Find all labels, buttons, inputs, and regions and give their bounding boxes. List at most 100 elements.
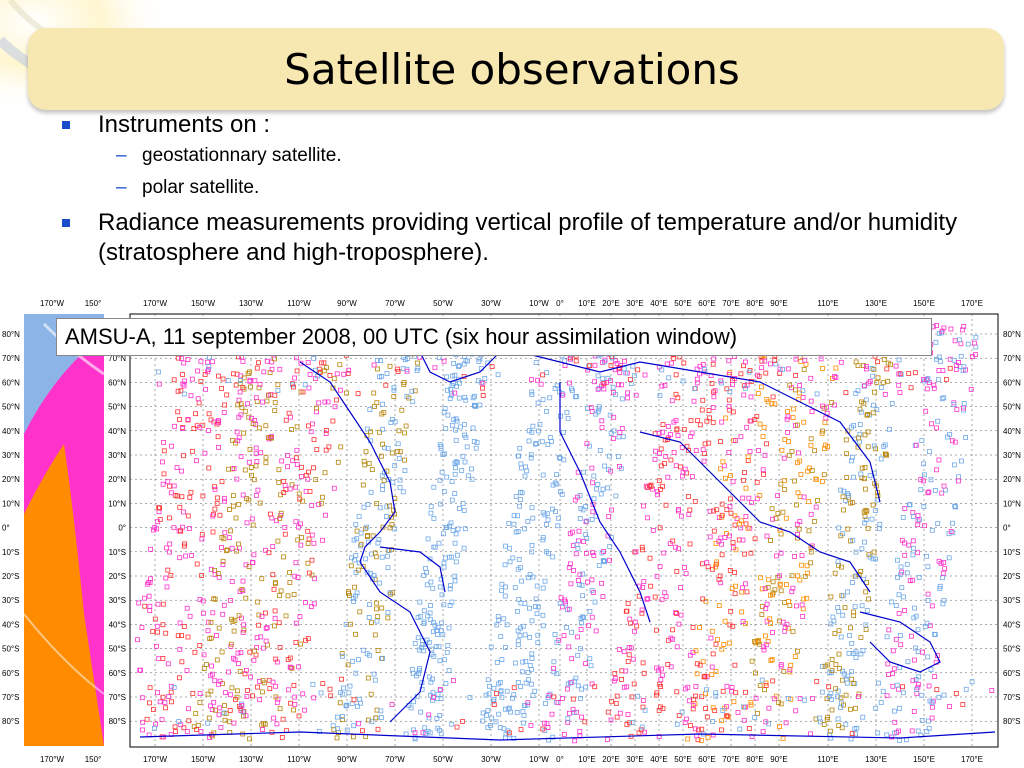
observation-marker	[845, 673, 851, 679]
observation-marker	[365, 532, 371, 538]
observation-marker	[743, 359, 748, 365]
lon-label-top: 10°E	[578, 299, 595, 308]
observation-marker	[378, 453, 384, 459]
observation-marker	[208, 673, 214, 679]
observation-marker	[136, 600, 142, 606]
observation-marker	[503, 731, 509, 737]
observation-marker	[579, 582, 585, 588]
observation-marker	[762, 452, 768, 458]
observation-marker	[437, 686, 443, 692]
observation-marker	[522, 703, 528, 709]
observation-marker	[925, 654, 931, 660]
observation-marker	[378, 373, 384, 379]
observation-marker	[367, 407, 373, 412]
observation-marker	[224, 392, 230, 398]
observation-marker	[276, 467, 282, 473]
lat-label-right: 10°S	[1003, 548, 1020, 557]
observation-marker	[240, 709, 246, 715]
observation-marker	[738, 434, 744, 440]
observation-marker	[222, 498, 228, 504]
observation-marker	[366, 461, 372, 467]
observation-marker	[294, 462, 300, 467]
observation-marker	[652, 456, 658, 462]
observation-marker	[246, 414, 252, 420]
observation-marker	[478, 379, 484, 385]
observation-marker	[961, 401, 967, 406]
observation-marker	[779, 447, 785, 453]
observation-marker	[784, 416, 790, 422]
observation-marker	[411, 699, 417, 705]
observation-marker	[733, 438, 738, 444]
observation-marker	[595, 386, 601, 392]
observation-marker	[945, 434, 950, 440]
observation-marker	[579, 714, 584, 720]
observation-marker	[801, 419, 807, 425]
observation-marker	[710, 405, 716, 410]
observation-marker	[293, 484, 298, 490]
observation-marker	[265, 435, 271, 441]
observation-marker	[661, 550, 667, 556]
observation-marker	[368, 691, 374, 697]
observation-marker	[439, 469, 445, 475]
observation-marker	[589, 614, 595, 620]
observation-marker	[489, 364, 495, 369]
observation-marker	[947, 704, 952, 710]
observation-marker	[543, 700, 548, 706]
coastline	[139, 731, 996, 741]
observation-marker	[359, 728, 365, 734]
observation-marker	[763, 606, 769, 612]
observation-marker	[713, 641, 719, 647]
observation-marker	[580, 614, 585, 620]
observation-marker	[368, 489, 374, 495]
observation-marker	[770, 678, 776, 684]
observation-marker	[567, 710, 572, 716]
observation-marker	[694, 376, 700, 382]
observation-marker	[469, 476, 475, 482]
observation-marker	[799, 553, 805, 558]
observation-marker	[527, 634, 533, 640]
observation-marker	[645, 515, 650, 521]
observation-marker	[594, 486, 599, 492]
observation-marker	[174, 465, 180, 471]
observation-marker	[552, 480, 558, 486]
observation-marker	[415, 360, 420, 366]
observation-marker	[320, 494, 325, 500]
observation-marker	[598, 491, 604, 497]
observation-marker	[782, 487, 787, 492]
observation-marker	[942, 566, 948, 572]
observation-marker	[236, 661, 241, 666]
observation-marker	[703, 706, 708, 712]
observation-marker	[532, 688, 538, 694]
observation-marker	[744, 424, 750, 430]
observation-marker	[499, 588, 505, 594]
observation-marker	[882, 392, 888, 397]
lat-label-strip: 30°N	[2, 451, 20, 460]
observation-marker	[163, 705, 168, 711]
lon-label-bottom: 10°W	[529, 755, 549, 764]
observation-marker	[887, 426, 892, 432]
observation-marker	[707, 415, 712, 421]
observation-marker	[849, 424, 854, 430]
observation-marker	[374, 606, 380, 612]
observation-marker	[385, 565, 391, 571]
observation-marker	[781, 668, 787, 674]
observation-marker	[659, 666, 664, 672]
observation-marker	[444, 524, 450, 530]
observation-marker	[447, 583, 453, 589]
observation-marker	[577, 492, 583, 498]
observation-marker	[214, 657, 220, 663]
observation-marker	[321, 360, 327, 366]
observation-marker	[578, 615, 584, 621]
observation-marker	[227, 692, 233, 698]
observation-marker	[238, 378, 244, 383]
observation-marker	[799, 602, 805, 608]
observation-marker	[619, 396, 625, 402]
observation-marker	[428, 603, 433, 608]
observation-marker	[737, 521, 742, 527]
observation-marker	[838, 695, 844, 701]
observation-marker	[933, 487, 938, 493]
observation-marker	[274, 700, 280, 706]
lat-label-right: 50°S	[1003, 645, 1020, 654]
observation-marker	[870, 502, 876, 508]
observation-marker	[772, 358, 778, 363]
